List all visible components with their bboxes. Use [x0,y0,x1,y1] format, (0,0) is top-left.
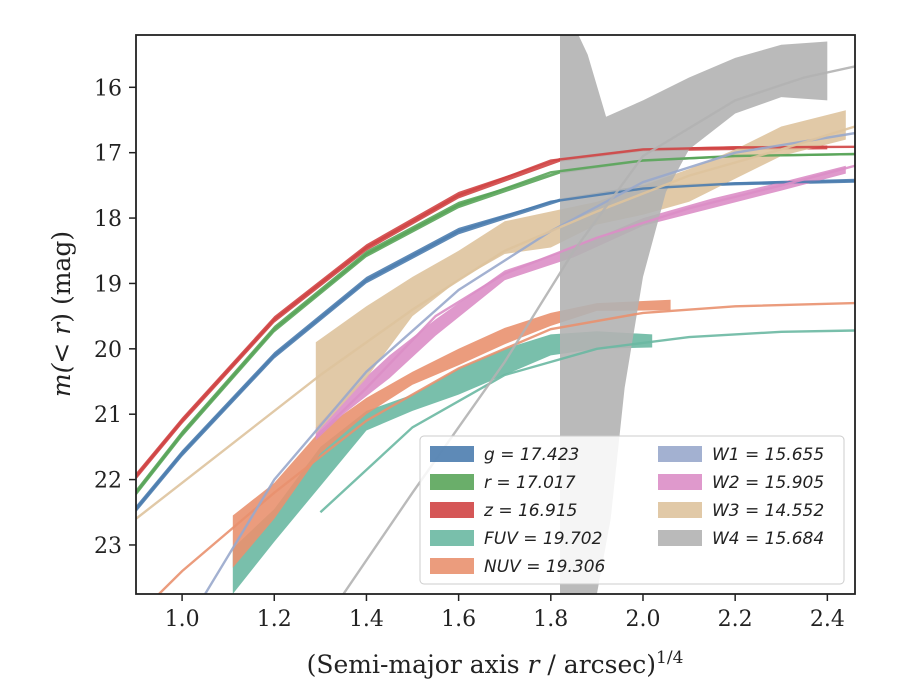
x-tick-label: 1.4 [349,607,384,632]
legend-swatch-r [430,474,474,490]
model-curve-fuv [319,329,855,514]
y-tick-label: 23 [94,534,122,559]
legend-box [419,435,845,585]
legend-label-fuv: FUV = 19.702 [484,529,602,549]
legend-swatch-w1 [658,446,702,462]
y-tick-label: 21 [94,403,122,428]
model-curve-z [136,145,855,478]
band-w4 [560,35,828,594]
legend-swatch-nuv [430,558,474,574]
y-tick-label: 18 [94,207,122,232]
legend-swatch-g [430,446,474,462]
model-curve-nuv [158,301,855,594]
y-tick-label: 19 [94,272,122,297]
plot-frame [135,34,856,595]
legend-swatch-z [430,502,474,518]
x-tick-label: 2.4 [810,607,845,632]
x-tick-label: 2.0 [625,607,660,632]
x-tick-label: 2.2 [718,607,753,632]
x-axis: 1.0 1.2 1.4 1.6 1.8 2.0 2.2 2.4 [165,594,845,632]
y-tick-label: 16 [94,76,122,101]
model-curve-g [136,179,855,510]
band-fuv [232,331,653,594]
model-curve-r [136,152,855,494]
y-axis: 16 17 18 19 20 21 22 23 [94,76,136,559]
legend-label-nuv: NUV = 19.306 [484,557,606,577]
x-axis-label: (Semi-major axis r / arcsec)1/4 [307,648,684,679]
legend-label-w4: W4 = 15.684 [712,529,824,549]
y-axis-label: m(< r) (mag) [47,231,76,397]
plot-area [136,35,855,594]
legend: g = 17.423 r = 17.017 z = 16.915 FUV = 19.7… [419,435,845,585]
legend-swatch-w4 [658,530,702,546]
model-curve-w3 [136,125,855,520]
x-tick-label: 1.2 [257,607,292,632]
legend-label-w1: W1 = 15.655 [712,445,824,465]
legend-swatch-w2 [658,474,702,490]
legend-label-r: r = 17.017 [484,473,576,493]
legend-label-g: g = 17.423 [484,445,579,465]
y-tick-label: 17 [94,142,122,167]
x-tick-label: 1.6 [441,607,476,632]
y-tick-label: 20 [94,338,122,363]
model-curve-w1 [204,131,855,594]
legend-label-z: z = 16.915 [483,501,577,521]
model-curve-w2 [314,164,855,438]
x-tick-label: 1.8 [533,607,568,632]
legend-swatch-w3 [658,502,702,518]
legend-label-w3: W3 = 14.552 [712,501,824,521]
y-tick-label: 22 [94,469,122,494]
x-tick-label: 1.0 [165,607,200,632]
legend-label-w2: W2 = 15.905 [712,473,824,493]
legend-swatch-fuv [430,530,474,546]
